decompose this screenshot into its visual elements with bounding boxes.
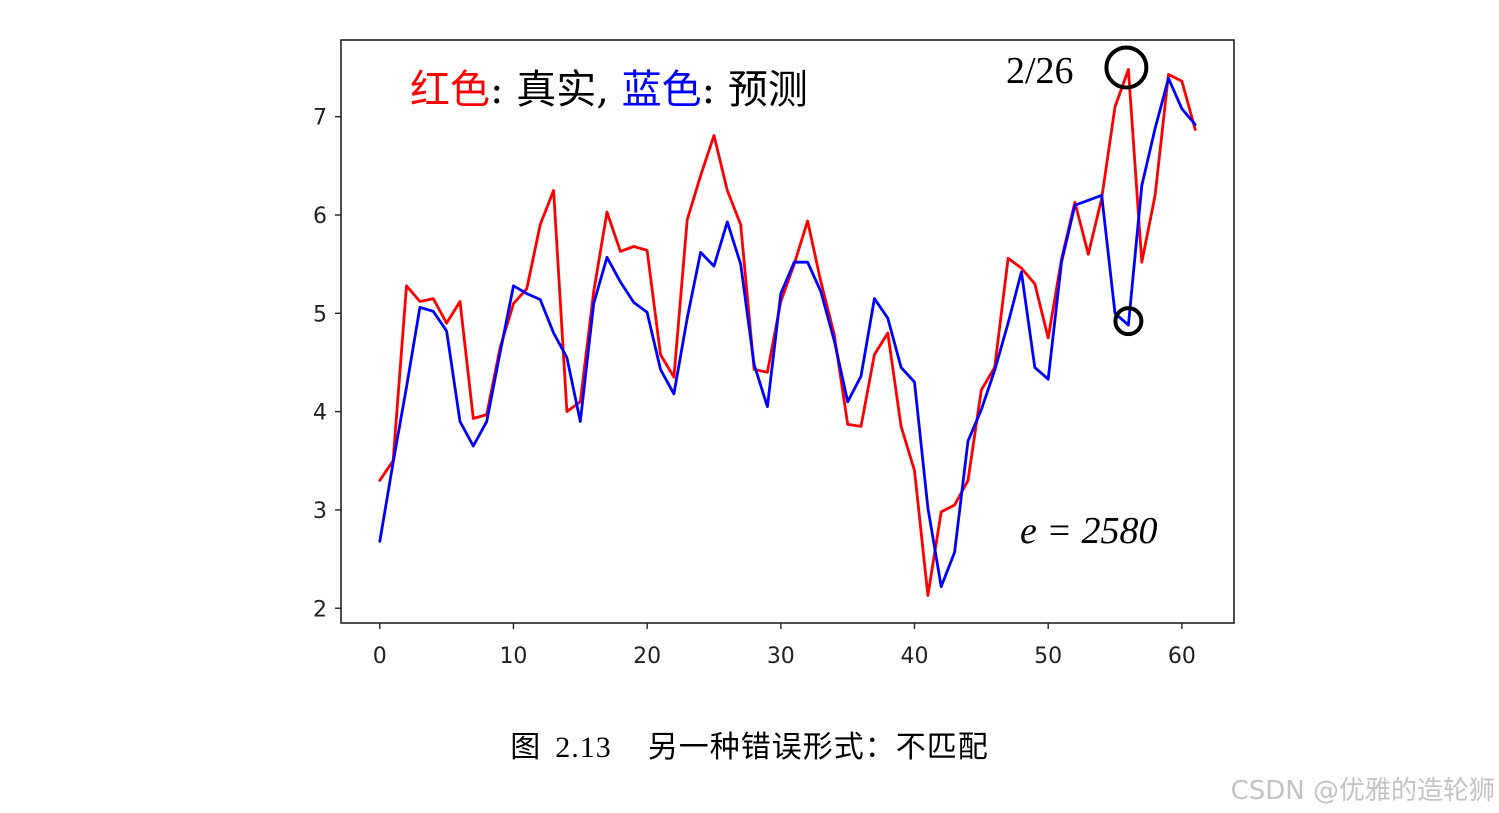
x-tick-label: 10 bbox=[499, 644, 527, 669]
y-tick-label: 3 bbox=[313, 499, 327, 524]
x-tick-label: 60 bbox=[1168, 644, 1196, 669]
series-layer bbox=[378, 68, 1197, 597]
caption-prefix: 图 bbox=[510, 730, 542, 765]
x-axis: 0 10 20 30 40 50 60 bbox=[373, 623, 1196, 669]
legend-blue-word: 蓝色 bbox=[622, 67, 702, 113]
x-tick-label: 40 bbox=[900, 644, 928, 669]
watermark: CSDN @优雅的造轮狮 bbox=[1230, 776, 1495, 806]
x-tick-label: 20 bbox=[633, 644, 661, 669]
marker-layer bbox=[1104, 45, 1149, 337]
chart-legend: 红色: 真实, 蓝色: 预测 bbox=[410, 67, 808, 113]
plot-frame bbox=[340, 39, 1235, 624]
legend-sep-true: : 真实, bbox=[490, 67, 622, 113]
x-tick-label: 0 bbox=[373, 644, 387, 669]
figure-caption: 图 2.13 另一种错误形式：不匹配 bbox=[0, 722, 1499, 766]
pred-dip-circle bbox=[1113, 306, 1144, 337]
date-annotation: 2/26 bbox=[1006, 50, 1074, 92]
legend-sep-pred: : 预测 bbox=[702, 67, 808, 113]
y-tick-label: 7 bbox=[313, 106, 327, 131]
legend-red-word: 红色 bbox=[410, 67, 490, 113]
true-peak-circle bbox=[1104, 45, 1149, 90]
pred-series-line bbox=[378, 76, 1197, 588]
chart: 2 3 4 5 6 7 0 10 20 30 40 50 60 红色: 真实, 蓝色: 预测 2/26… bbox=[313, 39, 1235, 669]
x-tick-label: 30 bbox=[767, 644, 795, 669]
y-tick-label: 6 bbox=[313, 204, 327, 229]
y-tick-label: 5 bbox=[313, 302, 327, 327]
y-tick-label: 4 bbox=[313, 401, 327, 426]
y-tick-label: 2 bbox=[313, 597, 327, 622]
y-axis: 2 3 4 5 6 7 bbox=[313, 106, 341, 622]
error-annotation: e = 2580 bbox=[1020, 510, 1158, 552]
x-tick-label: 50 bbox=[1034, 644, 1062, 669]
caption-text: 另一种错误形式：不匹配 bbox=[647, 730, 989, 765]
caption-number: 2.13 bbox=[555, 731, 612, 764]
